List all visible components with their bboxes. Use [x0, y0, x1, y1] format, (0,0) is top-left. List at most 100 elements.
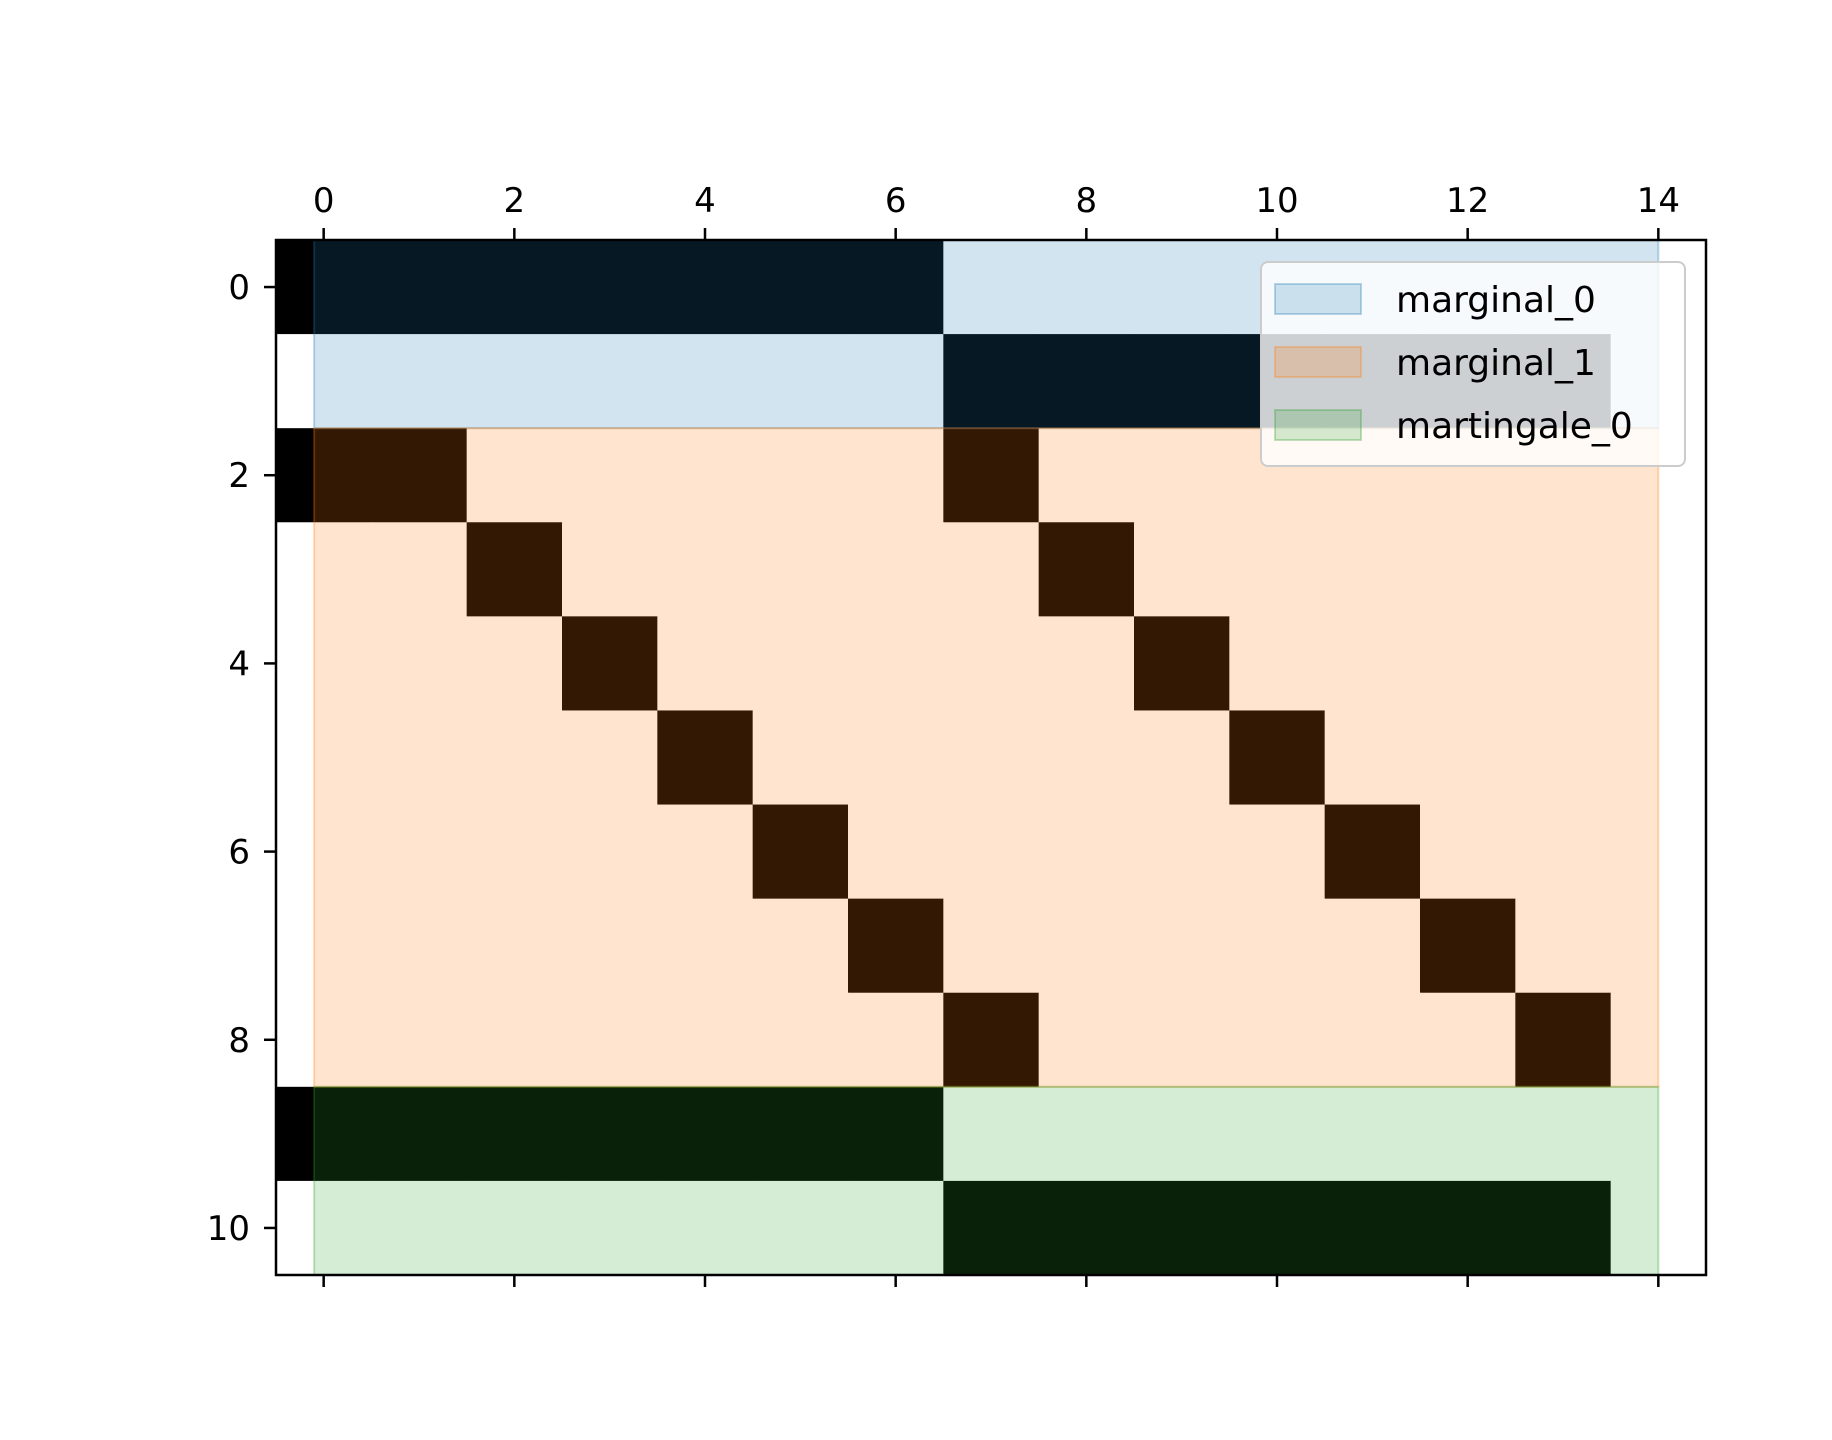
x-axis-ticks: 0 2 4 6 8 10 12 14: [313, 181, 1680, 1287]
heatmap-cell: [562, 240, 658, 335]
heatmap-cell: [466, 1180, 563, 1276]
heatmap-cell: [562, 710, 658, 806]
heatmap-cell: [1038, 240, 1135, 335]
heatmap-cell: [562, 1086, 658, 1182]
heatmap-cell: [657, 616, 754, 712]
heatmap-cell: [943, 616, 1040, 712]
x-tick-label: 6: [885, 181, 907, 221]
x-tick-label: 2: [504, 181, 526, 221]
heatmap-cell: [466, 992, 563, 1088]
heatmap-cell: [1420, 898, 1516, 994]
heatmap-cell: [657, 992, 754, 1088]
heatmap-cell: [848, 616, 944, 712]
heatmap-cell: [1610, 522, 1707, 617]
heatmap-cell: [562, 522, 658, 617]
heatmap-cell: [1134, 240, 1230, 335]
heatmap-cell: [657, 1086, 754, 1182]
heatmap-cell: [1229, 616, 1326, 712]
heatmap-cell: [1134, 428, 1230, 523]
heatmap-cell: [1038, 1086, 1135, 1182]
heatmap-cell: [276, 1180, 372, 1276]
heatmap-cell: [371, 1086, 468, 1182]
heatmap-cell: [371, 428, 468, 523]
heatmap-cell: [466, 240, 563, 335]
heatmap-cell: [1324, 616, 1421, 712]
heatmap-cell: [1134, 710, 1230, 806]
legend: marginal_0 marginal_1 martingale_0: [1260, 261, 1686, 467]
heatmap-cell: [1420, 1086, 1516, 1182]
heatmap-cell: [371, 1180, 468, 1276]
heatmap-cell: [1229, 1180, 1326, 1276]
y-tick-label: 8: [228, 1021, 250, 1061]
heatmap-cell: [1515, 804, 1612, 900]
heatmap-cell: [1515, 992, 1612, 1088]
heatmap-cell: [1324, 804, 1421, 900]
heatmap-cell: [276, 428, 372, 523]
heatmap-cell: [1515, 898, 1612, 994]
heatmap-cell: [276, 898, 372, 994]
heatmap-cell: [943, 334, 1040, 429]
legend-swatch-marginal-1: [1274, 346, 1362, 378]
legend-swatch-marginal-0: [1274, 283, 1362, 315]
heatmap-cell: [562, 616, 658, 712]
heatmap-cells: [276, 240, 1707, 1276]
heatmap-cell: [1038, 710, 1135, 806]
heatmap-cell: [752, 1086, 849, 1182]
heatmap-cell: [276, 616, 372, 712]
heatmap-cell: [1610, 1180, 1707, 1276]
heatmap-cell: [1229, 710, 1326, 806]
heatmap-cell: [848, 898, 944, 994]
heatmap-cell: [752, 1180, 849, 1276]
y-tick-label: 6: [228, 833, 250, 873]
heatmap-cell: [1610, 1086, 1707, 1182]
heatmap-cell: [1610, 616, 1707, 712]
heatmap-cell: [943, 428, 1040, 523]
heatmap-cell: [1134, 334, 1230, 429]
heatmap-cell: [371, 898, 468, 994]
heatmap-cell: [371, 710, 468, 806]
heatmap-cell: [276, 1086, 372, 1182]
heatmap-cell: [466, 898, 563, 994]
heatmap-cell: [752, 240, 849, 335]
legend-box: [1260, 261, 1686, 467]
x-tick-label: 10: [1255, 181, 1298, 221]
heatmap-cell: [657, 898, 754, 994]
heatmap-cell: [943, 1086, 1040, 1182]
heatmap-cell: [943, 898, 1040, 994]
heatmap-cell: [1420, 992, 1516, 1088]
heatmap-cell: [657, 334, 754, 429]
legend-label-martingale-0: martingale_0: [1396, 406, 1633, 447]
heatmap-cell: [848, 992, 944, 1088]
heatmap-cell: [562, 334, 658, 429]
heatmap-cell: [1038, 992, 1135, 1088]
y-tick-label: 4: [228, 644, 250, 684]
heatmap-cell: [1134, 522, 1230, 617]
heatmap-cell: [657, 710, 754, 806]
heatmap-cell: [752, 334, 849, 429]
heatmap-cell: [371, 334, 468, 429]
heatmap-cell: [1134, 1086, 1230, 1182]
heatmap-cell: [1515, 616, 1612, 712]
x-tick-label: 12: [1446, 181, 1489, 221]
heatmap-cell: [276, 334, 372, 429]
heatmap-cell: [1515, 1180, 1612, 1276]
heatmap-cell: [371, 522, 468, 617]
heatmap-cell: [657, 240, 754, 335]
heatmap-cell: [1420, 710, 1516, 806]
heatmap-cell: [276, 804, 372, 900]
heatmap-cell: [657, 804, 754, 900]
x-tick-label: 14: [1637, 181, 1680, 221]
heatmap-cell: [943, 710, 1040, 806]
heatmap-cell: [562, 898, 658, 994]
band-marginal-1: [313, 427, 1660, 1088]
heatmap-cell: [1038, 428, 1135, 523]
heatmap-cell: [752, 992, 849, 1088]
heatmap-cell: [752, 522, 849, 617]
heatmap-cell: [1324, 710, 1421, 806]
heatmap-cell: [1038, 334, 1135, 429]
y-tick-label: 2: [228, 456, 250, 496]
heatmap-cell: [752, 804, 849, 900]
y-tick-label: 0: [228, 268, 250, 308]
heatmap-cell: [562, 804, 658, 900]
